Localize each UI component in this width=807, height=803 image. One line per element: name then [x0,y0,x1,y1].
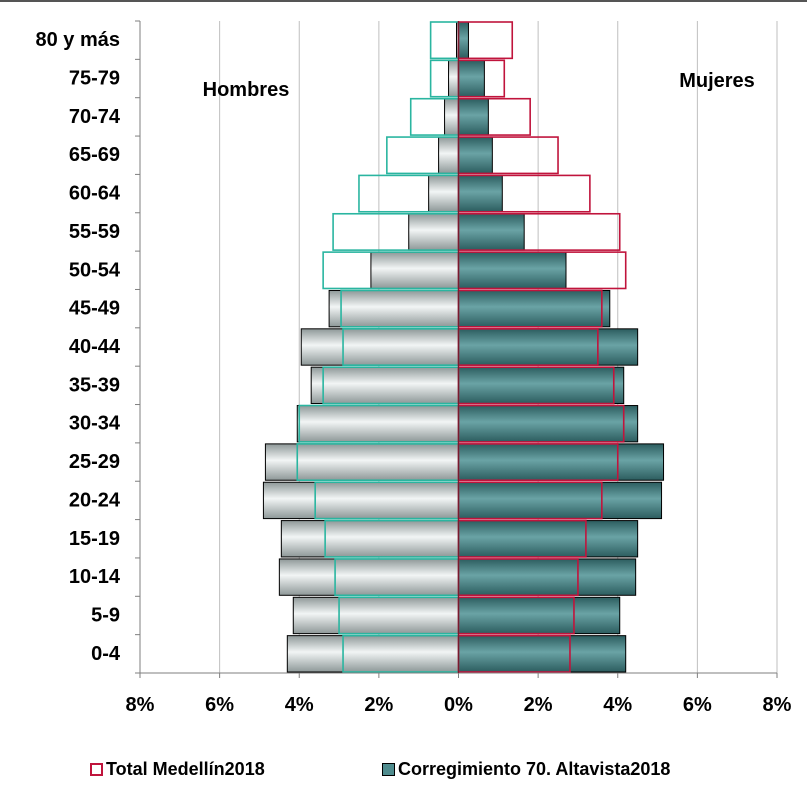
altavista-bars [262,21,665,673]
x-tick-label: 0% [444,694,473,716]
bar-altavista-men [278,558,459,596]
bar-altavista-women [458,366,625,405]
bar-altavista-men [310,366,459,405]
bar-altavista-women [458,405,639,443]
y-tick-label: 55-59 [69,221,120,243]
x-tick-label: 8% [126,694,155,716]
legend-label-total: Total Medellín2018 [106,758,265,779]
y-tick-label: 0-4 [91,643,121,665]
y-tick-label: 20-24 [69,489,121,511]
y-tick-label: 45-49 [69,298,120,320]
bar-altavista-men [328,289,459,328]
x-tick-label: 4% [603,694,632,716]
x-tick-label: 2% [364,694,393,716]
bar-altavista-men [292,596,460,635]
bar-altavista-women [458,558,637,596]
bar-altavista-women [458,251,567,289]
bar-altavista-women [458,596,621,635]
bar-altavista-men [262,481,460,520]
y-tick-label: 65-69 [69,144,120,166]
bar-altavista-women [458,59,485,98]
bar-altavista-women [458,635,627,673]
bar-altavista-women [458,289,611,328]
bar-altavista-women [458,443,665,481]
annotation-mujeres: Mujeres [679,70,755,92]
y-tick-label: 60-64 [69,183,121,205]
bar-altavista-women [458,21,469,59]
y-tick-label: 40-44 [69,336,121,358]
y-tick-label: 70-74 [69,106,121,128]
bar-altavista-men [438,136,459,174]
bar-altavista-women [458,136,493,174]
bar-altavista-men [370,251,460,289]
bar-altavista-women [458,481,663,520]
legend-item-altavista: Corregimiento 70. Altavista2018 [382,757,670,781]
x-tick-label: 2% [524,694,553,716]
y-tick-label: 5-9 [91,604,120,626]
legend-swatch-altavista [382,762,395,776]
bar-altavista-men [286,635,459,673]
bar-altavista-men [444,98,459,136]
bar-altavista-women [458,328,639,366]
y-tick-label: 25-29 [69,451,120,473]
y-tick-label: 50-54 [69,259,121,281]
x-tick-label: 4% [285,694,314,716]
y-tick-label: 10-14 [69,566,121,588]
bar-altavista-women [458,213,525,251]
bar-altavista-women [458,520,639,558]
legend-item-total: Total Medellín2018 [90,757,265,781]
bar-altavista-men [296,405,459,443]
annotation-hombres: Hombres [203,79,290,101]
y-tick-label: 75-79 [69,68,120,90]
total-medellin-bars [296,21,627,673]
legend-swatch-total [90,762,103,776]
bar-altavista-men [300,328,459,366]
y-tick-label: 15-19 [69,528,120,550]
bar-altavista-women [458,174,503,213]
x-tick-label: 6% [683,694,712,716]
axis-labels: 0-4 5-9 10-14 15-19 20-24 25-29 30-34 35-39 40-4… [35,29,791,716]
top-border-line [0,0,807,2]
legend-label-altavista: Corregimiento 70. Altavista2018 [398,758,671,779]
bar-altavista-men [448,59,459,98]
y-tick-label: 80 y más [35,29,120,51]
y-tick-label: 30-34 [69,413,121,435]
bar-altavista-men [408,213,459,251]
bar-total-men [429,21,460,60]
y-tick-label: 35-39 [69,374,120,396]
x-tick-label: 8% [763,694,792,716]
bar-altavista-women [458,98,489,136]
bar-altavista-men [280,520,459,558]
x-tick-label: 6% [205,694,234,716]
axes [135,20,778,678]
bar-altavista-men [264,443,459,481]
bar-altavista-men [428,174,459,213]
